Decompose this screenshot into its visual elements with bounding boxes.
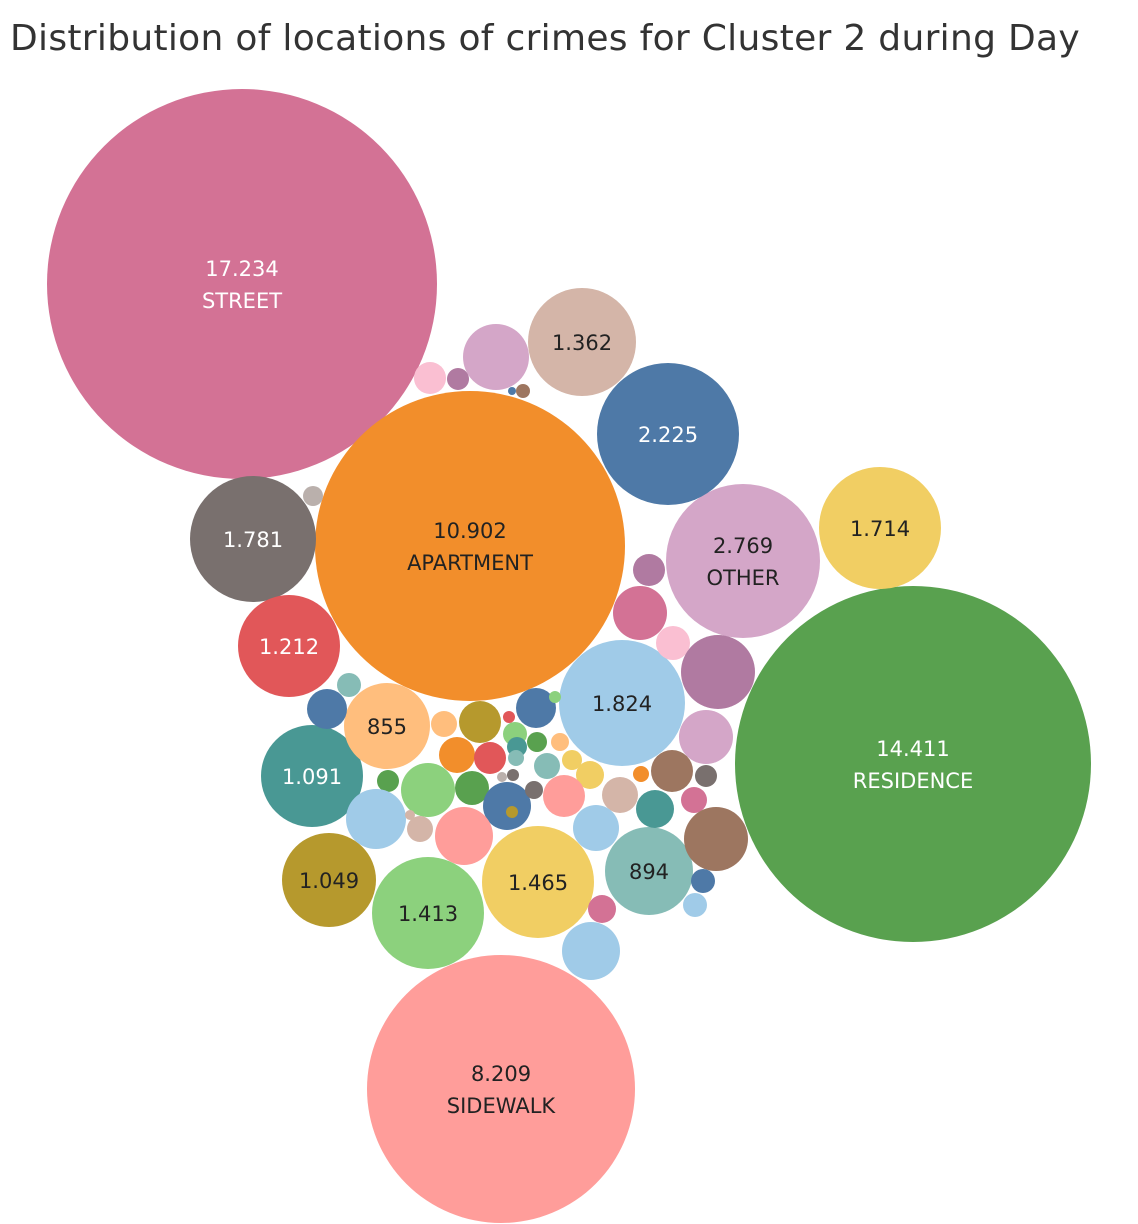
bubble — [651, 750, 693, 792]
bubble — [605, 827, 693, 915]
bubble — [656, 626, 690, 660]
bubble — [474, 742, 506, 774]
bubble — [597, 363, 739, 505]
bubble — [346, 789, 406, 849]
bubble — [543, 775, 585, 817]
bubble — [527, 732, 547, 752]
bubble — [562, 750, 582, 770]
bubble — [435, 807, 493, 865]
bubble — [559, 640, 685, 766]
bubble — [238, 595, 340, 697]
bubble-value-label: 894 — [629, 860, 669, 884]
bubble — [525, 781, 543, 799]
bubble — [516, 688, 556, 728]
bubble — [684, 807, 748, 871]
bubble — [455, 771, 489, 805]
bubble — [588, 895, 616, 923]
bubble-category-label: APARTMENT — [407, 551, 533, 575]
bubble — [573, 805, 619, 851]
bubble-street — [47, 89, 437, 479]
bubble — [344, 683, 430, 769]
bubble-category-label: STREET — [202, 289, 282, 313]
bubble-value-label: 1.049 — [299, 869, 359, 893]
chart-title: Distribution of locations of crimes for … — [10, 18, 1080, 59]
bubble — [459, 701, 501, 743]
bubble-value-label: 1.091 — [282, 765, 342, 789]
bubble — [482, 826, 594, 938]
bubble-value-label: 14.411 — [876, 737, 949, 761]
bubble — [405, 810, 415, 820]
bubble — [633, 766, 649, 782]
bubble — [414, 362, 446, 394]
bubble — [691, 869, 715, 893]
bubble-apartment — [315, 391, 625, 701]
bubble — [447, 368, 469, 390]
bubble — [516, 384, 530, 398]
bubble-value-label: 1.212 — [259, 635, 319, 659]
bubble-value-label: 2.225 — [638, 423, 698, 447]
bubble-value-label: 1.781 — [223, 528, 283, 552]
bubble — [562, 922, 620, 980]
bubble — [307, 689, 347, 729]
bubble — [551, 733, 569, 751]
bubble-sidewalk — [367, 955, 635, 1223]
bubble — [508, 387, 516, 395]
bubble — [407, 816, 433, 842]
bubble — [261, 725, 363, 827]
bubble — [401, 763, 455, 817]
bubble — [439, 737, 475, 773]
bubble-value-label: 8.209 — [471, 1062, 531, 1086]
bubble — [483, 782, 531, 830]
bubble — [695, 765, 717, 787]
bubble-value-label: 855 — [367, 715, 407, 739]
bubble — [463, 324, 529, 390]
bubble — [636, 790, 674, 828]
bubble — [431, 711, 457, 737]
bubble — [377, 770, 399, 792]
bubble — [683, 893, 707, 917]
bubble — [506, 806, 518, 818]
bubble — [507, 769, 519, 781]
bubble-residence — [735, 586, 1091, 942]
bubble — [190, 476, 316, 602]
bubble — [633, 554, 665, 586]
bubble — [337, 673, 361, 697]
bubble — [508, 750, 524, 766]
bubble — [534, 753, 560, 779]
bubble-value-label: 1.465 — [508, 871, 568, 895]
bubble-value-label: 10.902 — [433, 519, 506, 543]
bubble — [372, 857, 484, 969]
bubble — [282, 833, 376, 927]
bubble — [613, 586, 667, 640]
bubble-category-label: SIDEWALK — [447, 1094, 557, 1118]
bubble-category-label: RESIDENCE — [853, 769, 973, 793]
bubble-value-label: 1.824 — [592, 692, 652, 716]
bubble — [681, 787, 707, 813]
bubble-value-label: 1.362 — [552, 331, 612, 355]
bubble — [602, 777, 638, 813]
bubble-value-label: 17.234 — [205, 257, 278, 281]
bubble-value-label: 1.714 — [850, 517, 910, 541]
bubble — [497, 772, 507, 782]
bubble — [679, 710, 733, 764]
bubble — [528, 288, 636, 396]
bubble — [549, 691, 561, 703]
bubble — [819, 467, 941, 589]
bubble — [576, 761, 604, 789]
bubble — [303, 486, 323, 506]
bubble-value-label: 1.413 — [398, 902, 458, 926]
bubble-value-label: 2.769 — [713, 534, 773, 558]
bubble — [503, 711, 515, 723]
bubble-other — [666, 484, 820, 638]
bubble — [681, 635, 755, 709]
bubble-category-label: OTHER — [706, 566, 779, 590]
